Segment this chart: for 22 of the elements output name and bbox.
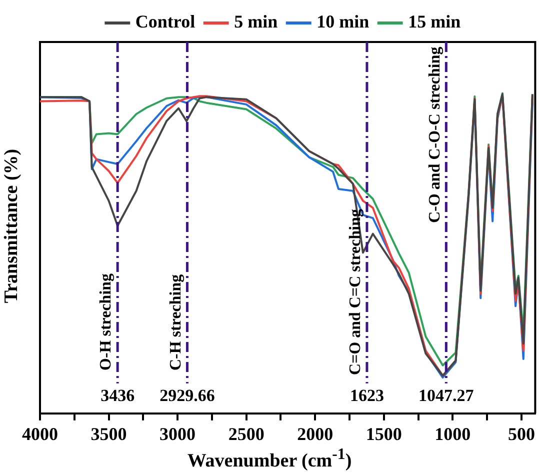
x-tick-label: 2500: [228, 424, 264, 444]
x-tick-label: 1000: [434, 424, 471, 444]
annotation: C=O and C=C streching: [347, 209, 364, 375]
ref-line-label: 2929.66: [160, 386, 215, 405]
legend-label: 5 min: [234, 12, 278, 32]
x-tick-label: 3500: [90, 424, 127, 444]
x-axis-title: Wavenumber (cm$^{-1}$): [186, 446, 353, 472]
legend-label: Control: [135, 12, 196, 32]
legend-label: 10 min: [316, 12, 370, 32]
legend-label: 15 min: [408, 12, 461, 32]
annotation: C-O and C-O-C streching: [426, 46, 444, 223]
ref-line-label: 1047.27: [418, 386, 474, 405]
annotation: C-H streching: [167, 274, 184, 370]
x-tick-label: 2000: [297, 424, 334, 444]
y-axis-title: Transmittance (%): [1, 148, 23, 306]
x-tick-label: 1500: [366, 424, 402, 444]
x-tick-label: 3000: [160, 424, 196, 444]
x-tick-label: 4000: [22, 424, 58, 444]
ref-line-label: 1623: [350, 386, 384, 405]
ref-line-label: 3436: [100, 386, 135, 405]
annotation: O-H streching: [98, 273, 115, 370]
x-tick-label: 500: [508, 424, 535, 444]
